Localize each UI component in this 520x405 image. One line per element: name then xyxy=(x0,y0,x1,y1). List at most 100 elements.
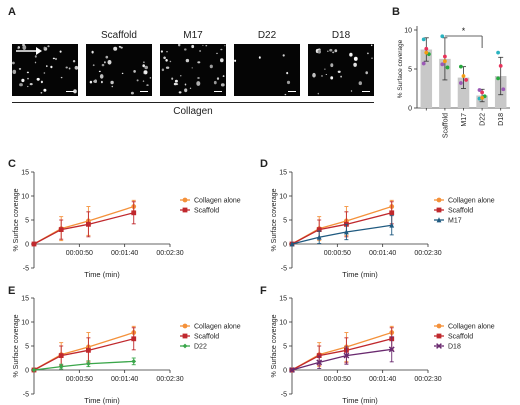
series-line xyxy=(33,360,134,371)
platelet-dot xyxy=(94,79,97,83)
series-d22 xyxy=(31,357,137,373)
platelet-dot xyxy=(52,57,56,60)
replicate-point xyxy=(445,65,450,70)
data-point xyxy=(436,343,442,349)
legend-label: Collagen alone xyxy=(194,324,241,331)
y-tick-label: 0 xyxy=(25,368,29,375)
x-tick-label: Scaffold xyxy=(442,113,449,138)
data-point xyxy=(436,207,442,213)
replicate-point xyxy=(498,63,503,68)
platelet-dot xyxy=(89,80,93,84)
platelet-dot xyxy=(286,80,291,85)
x-tick-label: 00:02:30 xyxy=(156,376,183,383)
replicate-point xyxy=(459,81,463,85)
platelet-dot xyxy=(197,77,200,79)
series-line xyxy=(33,212,134,245)
y-tick-label: 10 xyxy=(279,194,287,201)
legend-item: Scaffold xyxy=(180,334,219,341)
legend-item: Scaffold xyxy=(434,334,473,341)
replicate-point xyxy=(443,54,447,59)
x-tick-label: 00:00:50 xyxy=(324,250,351,257)
panel-letter-c: C xyxy=(8,158,16,170)
y-tick-label: 5 xyxy=(283,344,287,351)
bar xyxy=(420,49,433,108)
platelet-dot xyxy=(92,64,95,67)
platelet-dot xyxy=(191,67,193,69)
platelet-dot xyxy=(99,74,104,79)
y-tick-label: 10 xyxy=(279,320,287,327)
scale-bar xyxy=(362,91,370,92)
x-tick-label: 00:00:50 xyxy=(66,376,93,383)
legend-label: Scaffold xyxy=(194,334,219,341)
platelet-dot xyxy=(178,91,182,94)
platelet-dot xyxy=(26,71,29,74)
replicate-point xyxy=(424,50,429,55)
y-tick-label: 0 xyxy=(408,106,412,113)
platelet-dot xyxy=(43,88,47,92)
x-tick-label: 00:01:40 xyxy=(111,250,138,257)
significance-label: * xyxy=(462,26,466,36)
platelet-dot xyxy=(142,80,145,82)
legend-label: Scaffold xyxy=(194,208,219,215)
x-tick-label: 00:02:30 xyxy=(414,376,441,383)
platelet-dot xyxy=(68,67,71,70)
platelet-dot xyxy=(34,61,37,64)
replicate-point xyxy=(459,64,463,69)
y-tick-label: 10 xyxy=(404,28,412,35)
platelet-dot xyxy=(149,77,152,79)
data-point xyxy=(436,323,442,329)
data-point xyxy=(58,364,64,370)
data-point xyxy=(316,234,322,240)
platelet-dot xyxy=(18,68,22,70)
y-tick-label: 5 xyxy=(283,218,287,225)
platelet-dot xyxy=(173,82,177,86)
data-point xyxy=(182,333,188,339)
series-d18 xyxy=(289,336,395,373)
platelet-dot xyxy=(107,60,112,65)
series-line xyxy=(291,224,392,245)
platelet-dot xyxy=(121,72,124,75)
platelet-dot xyxy=(73,89,77,94)
y-axis-title: % Surface coverage xyxy=(271,188,278,251)
platelet-dot xyxy=(321,75,323,77)
platelet-dot xyxy=(325,74,327,75)
data-point xyxy=(131,336,137,342)
platelet-dot xyxy=(19,83,23,87)
legend-label: D18 xyxy=(448,344,461,351)
data-point xyxy=(131,358,137,364)
x-tick-label: D22 xyxy=(480,113,487,126)
platelet-dot xyxy=(100,80,103,84)
platelet-dot xyxy=(220,48,223,51)
series-m17 xyxy=(289,215,395,247)
platelet-dot xyxy=(330,63,334,68)
platelet-dot xyxy=(332,51,335,54)
x-tick-label: 00:02:30 xyxy=(156,250,183,257)
data-point xyxy=(31,367,37,373)
platelet-dot xyxy=(166,51,168,53)
platelet-dot xyxy=(12,61,15,65)
legend-label: D22 xyxy=(194,344,207,351)
platelet-dot xyxy=(180,75,182,77)
platelet-dot xyxy=(104,61,106,64)
replicate-point xyxy=(501,87,506,92)
data-point xyxy=(31,241,37,247)
panel-letter-e: E xyxy=(8,285,16,297)
scale-bar xyxy=(214,91,222,92)
platelet-dot xyxy=(312,72,316,78)
platelet-dot xyxy=(47,45,50,48)
y-tick-label: 10 xyxy=(21,320,29,327)
platelet-dot xyxy=(98,70,101,73)
platelet-dot xyxy=(234,59,237,62)
platelet-dot xyxy=(46,65,48,68)
y-axis-title: % Surface coverage xyxy=(397,39,404,98)
platelet-puncta xyxy=(234,54,291,96)
y-tick-label: 0 xyxy=(283,242,287,249)
platelet-dot xyxy=(136,79,139,82)
series-collagen-alone xyxy=(289,325,395,373)
platelet-dot xyxy=(143,72,145,74)
legend-item: D18 xyxy=(434,343,461,351)
platelet-dot xyxy=(367,52,369,55)
platelet-dot xyxy=(110,80,114,85)
